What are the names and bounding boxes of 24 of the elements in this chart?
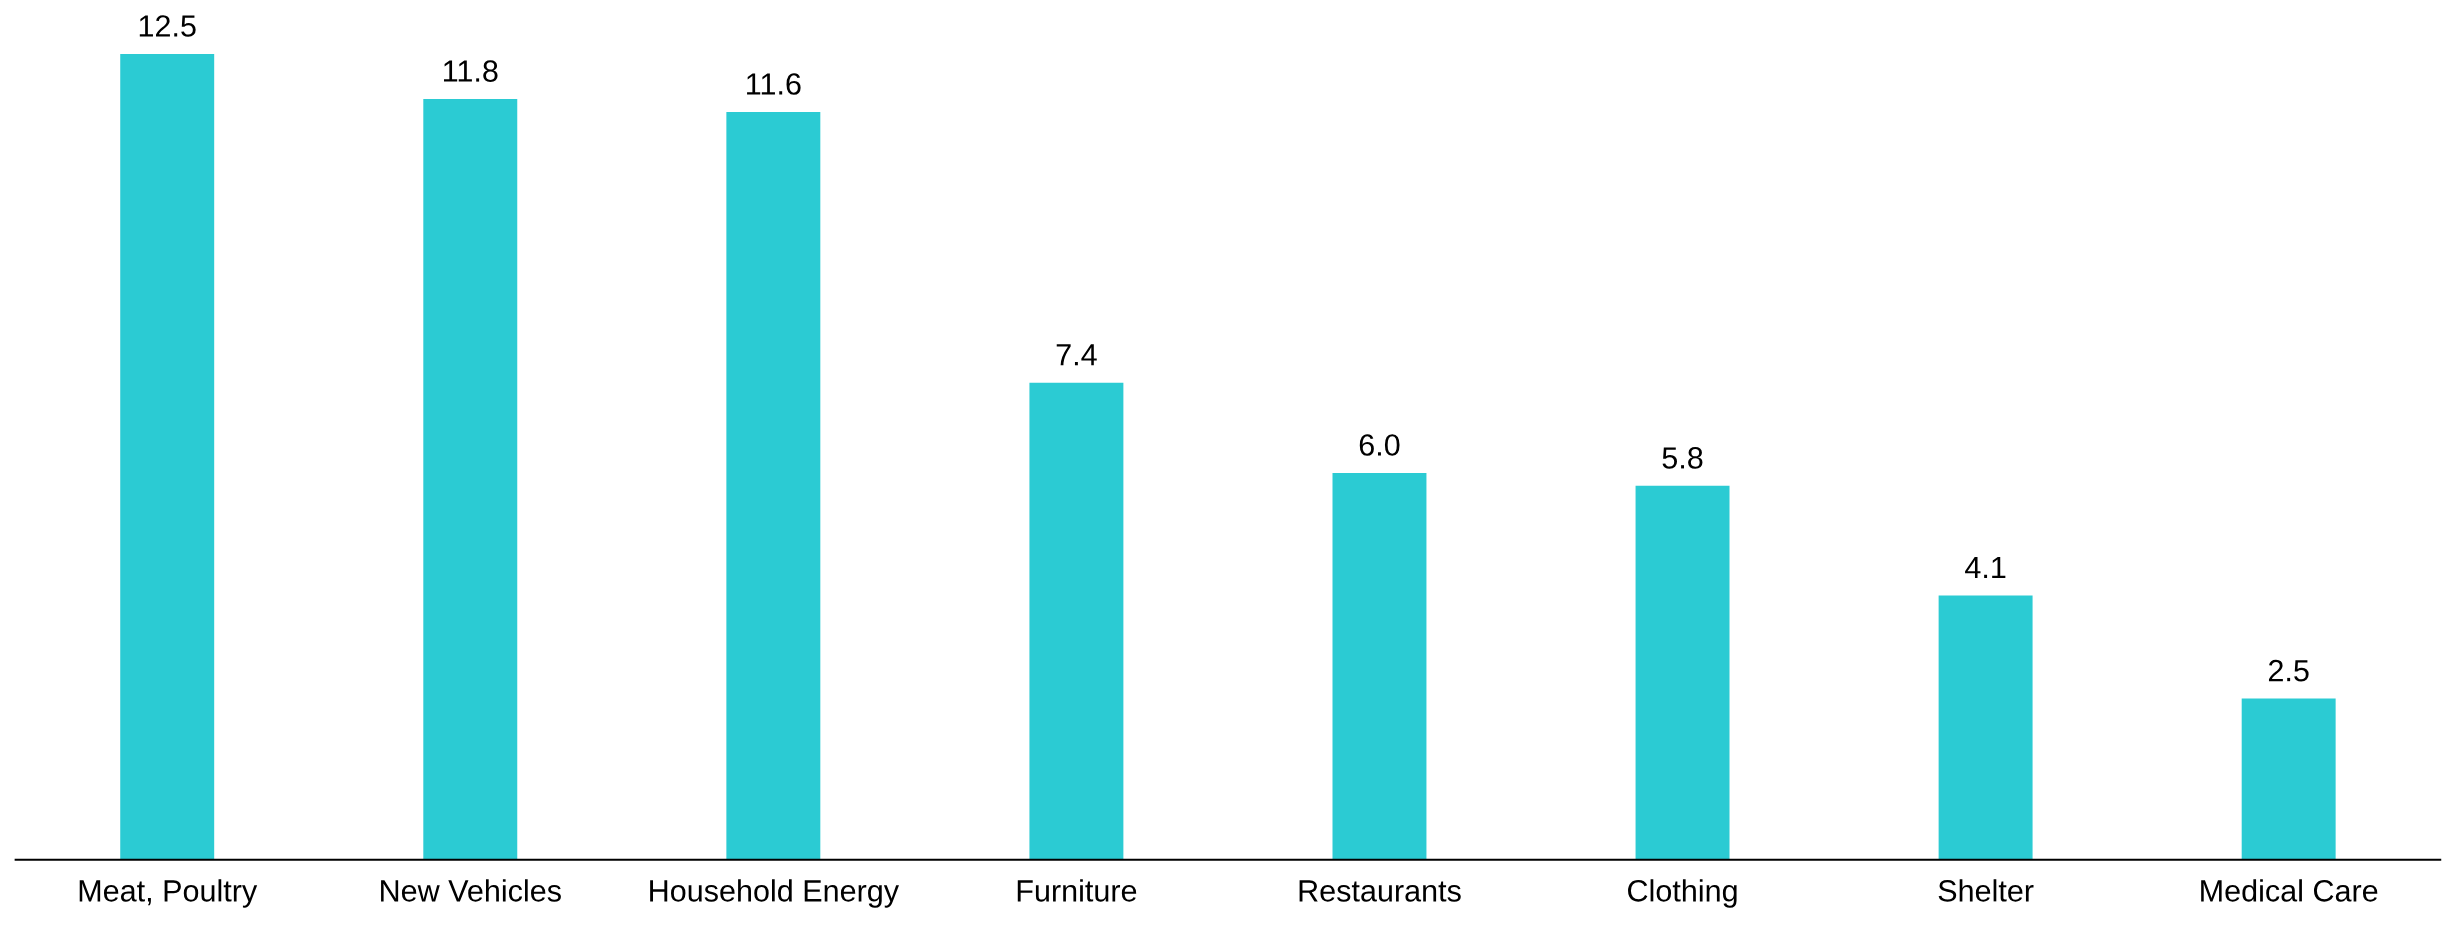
data-label: 11.8 xyxy=(444,60,498,82)
x-tick-label: Household Energy xyxy=(650,879,899,908)
bar xyxy=(726,111,821,860)
data-label: 7.4 xyxy=(1056,344,1097,366)
x-tick-label: Restaurants xyxy=(1299,880,1461,902)
x-tick-label: Furniture xyxy=(1017,879,1137,902)
bar xyxy=(1938,595,2033,860)
data-label: 4.1 xyxy=(1965,557,2006,579)
x-tick-label: Shelter xyxy=(1938,879,2034,902)
bar xyxy=(2241,698,2336,860)
x-tick-label: Meat, Poultry xyxy=(79,879,258,908)
data-label: 11.6 xyxy=(747,73,801,95)
x-tick-label: Medical Care xyxy=(2201,879,2378,902)
x-tick-label: New Vehicles xyxy=(381,879,561,902)
data-label: 2.5 xyxy=(2268,659,2309,682)
bar xyxy=(1332,472,1427,860)
bar xyxy=(423,99,518,860)
bar xyxy=(1635,485,1730,860)
x-tick-label: Clothing xyxy=(1628,879,1737,908)
bar xyxy=(120,53,215,860)
data-label: 12.5 xyxy=(139,15,196,37)
data-label: 6.0 xyxy=(1359,434,1400,456)
data-label: 5.8 xyxy=(1662,447,1703,469)
bar xyxy=(1029,382,1124,860)
